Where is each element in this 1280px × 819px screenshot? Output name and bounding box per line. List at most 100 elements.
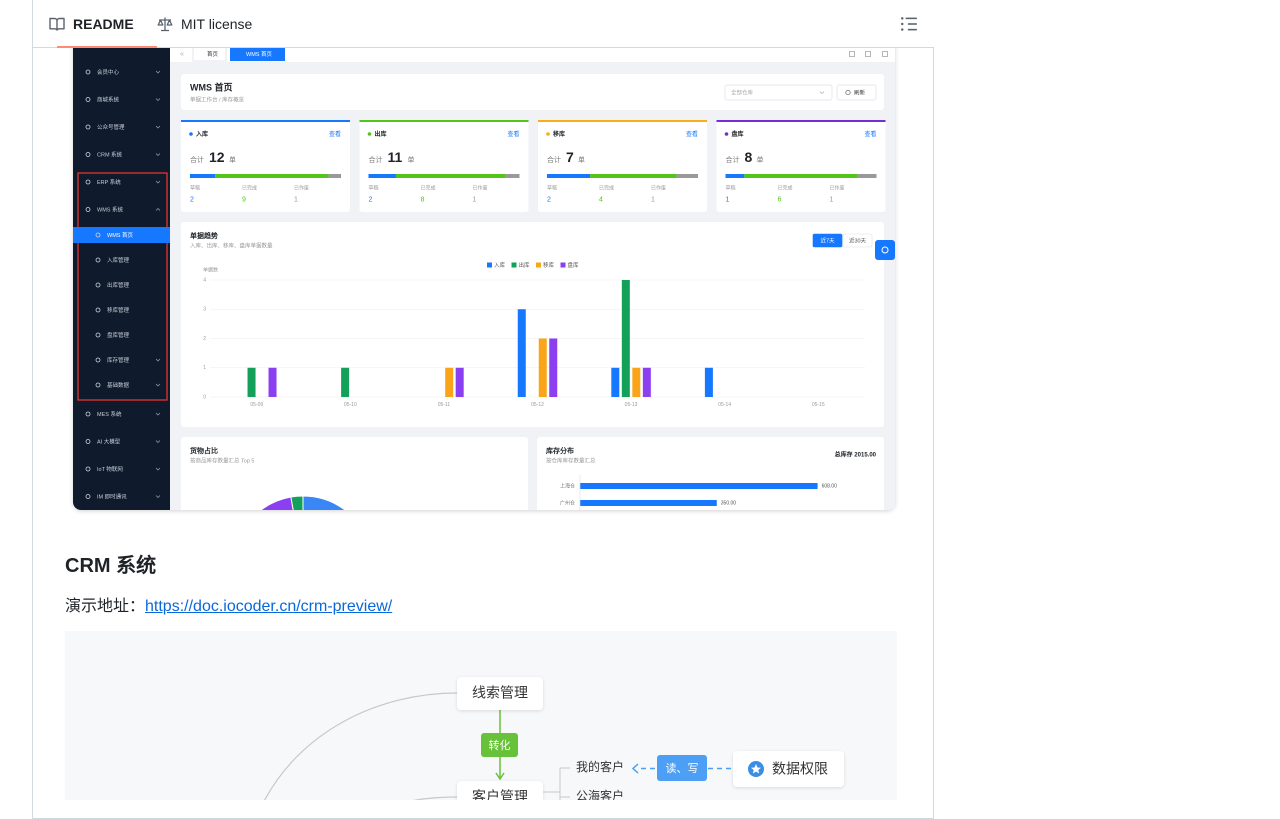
refresh-icon xyxy=(845,89,851,96)
scale-icon xyxy=(157,17,173,31)
sidebar-item: 商城系统 xyxy=(97,95,120,103)
sidebar-item: 库存管理 xyxy=(107,356,130,364)
page-subtitle: 单据工作台 / 库存概览 xyxy=(190,95,245,103)
connector xyxy=(264,692,458,800)
distribution-card xyxy=(537,437,884,510)
sidebar-item: 移库管理 xyxy=(107,306,130,314)
legend-swatch xyxy=(560,262,566,268)
chart-subtitle: 入库、出库、移库、盘库单据数量 xyxy=(190,241,273,249)
license-label: MIT license xyxy=(181,15,253,32)
refresh-label: 刷新 xyxy=(854,88,866,96)
card-view: 查看 xyxy=(864,130,876,138)
rw-badge xyxy=(657,755,707,781)
active-underline xyxy=(57,46,157,48)
sidebar-item: 会员中心 xyxy=(97,68,120,76)
chevron xyxy=(155,70,161,74)
progress-segment xyxy=(547,174,591,178)
card-accent xyxy=(359,120,529,122)
legend-label: 出库 xyxy=(519,261,531,269)
progress-segment xyxy=(395,174,506,178)
page: { "tabs": {"readme": "README", "license"… xyxy=(32,0,934,819)
status-label: 已完成 xyxy=(599,184,614,191)
x-tick-label: 05-15 xyxy=(812,402,825,408)
sidebar-item: AI 大模型 xyxy=(97,437,121,445)
status-count: 4 xyxy=(599,196,603,203)
summary-card xyxy=(538,120,707,212)
range-label: 近30天 xyxy=(849,236,867,244)
legend-swatch xyxy=(487,262,492,268)
star xyxy=(751,764,761,774)
card-total: 12 xyxy=(209,149,225,165)
card-dot xyxy=(367,132,372,136)
bar xyxy=(704,367,713,397)
bar xyxy=(538,338,547,397)
badge-label: 转化 xyxy=(489,738,511,752)
y-tick-label: 1 xyxy=(203,365,206,371)
sidebar-icon xyxy=(95,357,101,363)
card-title: 出库 xyxy=(375,130,387,138)
total-label: 合计 xyxy=(190,155,204,164)
status-label: 已作废 xyxy=(651,184,666,191)
bar xyxy=(611,367,620,397)
toolbar-icon xyxy=(849,51,855,57)
sidebar-item: 入库管理 xyxy=(107,256,130,264)
sidebar-item: 基础数据 xyxy=(107,381,130,389)
y-tick-label: 3 xyxy=(203,307,206,313)
x-tick-label: 05-11 xyxy=(438,402,451,408)
sidebar-icon xyxy=(95,282,101,288)
pie xyxy=(259,495,374,510)
card-title: 移库 xyxy=(553,130,565,138)
demo-link[interactable]: https://doc.iocoder.cn/crm-preview/ xyxy=(145,598,393,615)
demo-line: 演示地址：https://doc.iocoder.cn/crm-preview/ xyxy=(65,592,392,616)
sidebar-active xyxy=(73,227,170,243)
sidebar-item: IoT 物联网 xyxy=(97,465,123,473)
status-label: 草稿 xyxy=(369,184,379,191)
nav-arrow: « xyxy=(180,51,184,58)
sidebar-icon xyxy=(95,257,101,263)
card-title: 盘库 xyxy=(732,130,744,138)
status-count: 2 xyxy=(190,196,194,203)
outline-button[interactable] xyxy=(900,15,918,33)
sidebar-icon xyxy=(85,97,91,102)
total-label: 合计 xyxy=(369,155,383,164)
progress-segment xyxy=(368,174,396,178)
arrow xyxy=(631,763,639,774)
card-total: 11 xyxy=(388,149,403,165)
progress-segment xyxy=(190,174,216,178)
trend-card xyxy=(181,222,884,427)
readme-tab[interactable]: README xyxy=(49,0,157,48)
card-total: 8 xyxy=(745,149,753,165)
y-tick-label: 2 xyxy=(203,336,206,342)
bar-value: 608.00 xyxy=(822,483,838,489)
tab-active xyxy=(230,47,285,61)
sidebar-icon xyxy=(85,439,91,444)
sidebar-item: 公众号管理 xyxy=(97,123,125,131)
y-tick-label: 4 xyxy=(203,277,206,283)
hbar xyxy=(580,483,818,489)
summary-card xyxy=(181,120,350,212)
total-stock: 总库存 2015.00 xyxy=(835,451,877,459)
hbar xyxy=(580,500,717,506)
status-label: 已完成 xyxy=(421,184,436,191)
bar xyxy=(621,280,630,397)
card-view: 查看 xyxy=(507,130,519,138)
card-view: 查看 xyxy=(329,130,341,138)
chart-title: 单据趋势 xyxy=(190,231,218,240)
license-tab[interactable]: MIT license xyxy=(157,0,252,47)
sidebar-item: CRM 系统 xyxy=(97,150,123,158)
sidebar-item: 出库管理 xyxy=(107,281,130,289)
status-label: 已完成 xyxy=(778,184,793,191)
bar xyxy=(247,367,256,397)
progress-segment xyxy=(857,174,877,178)
node xyxy=(733,751,844,787)
summary-card xyxy=(716,120,886,212)
sidebar-item: IM 即时通讯 xyxy=(97,492,127,500)
bracket xyxy=(543,767,570,800)
node xyxy=(457,781,543,800)
chevron xyxy=(155,495,161,498)
chart-title: 货物占比 xyxy=(189,446,218,455)
status-label: 草稿 xyxy=(726,184,736,191)
book-icon xyxy=(49,17,65,31)
sidebar-icon xyxy=(85,466,91,472)
